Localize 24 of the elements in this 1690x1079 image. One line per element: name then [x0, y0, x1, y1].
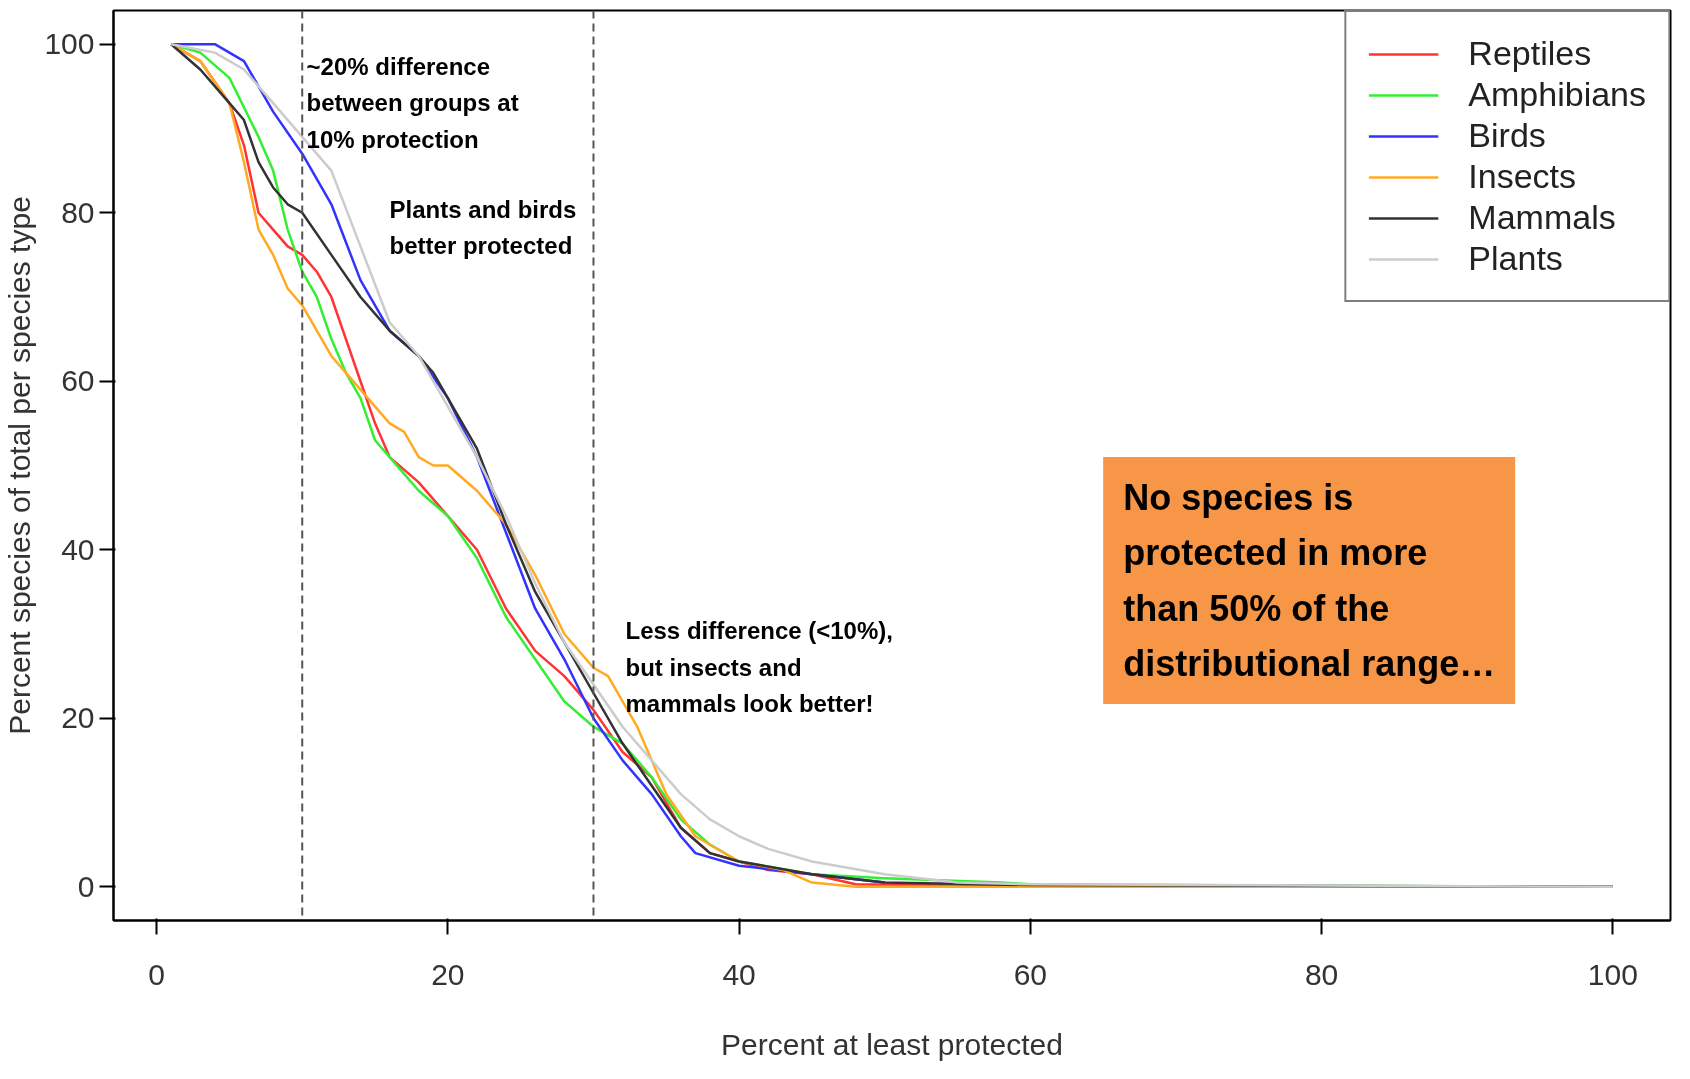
y-tick-label: 40 — [61, 532, 95, 566]
legend-label: Amphibians — [1468, 75, 1646, 114]
annotation: Plants and birds better protected — [389, 195, 577, 260]
y-axis-title: Percent species of total per species type — [3, 196, 37, 735]
y-tick-label: 100 — [44, 27, 95, 61]
legend-label: Mammals — [1468, 198, 1616, 237]
x-axis-title: Percent at least protected — [721, 1027, 1063, 1061]
legend-label: Plants — [1468, 239, 1563, 278]
x-tick-label: 60 — [1013, 957, 1048, 991]
annotation: ~20% difference between groups at 10% protection — [306, 52, 519, 153]
x-tick-label: 0 — [148, 957, 165, 991]
y-tick-label: 80 — [61, 195, 95, 229]
legend-label: Birds — [1468, 116, 1546, 155]
legend-label: Reptiles — [1468, 34, 1592, 73]
x-tick-label: 20 — [431, 957, 465, 991]
y-tick-label: 0 — [77, 869, 95, 903]
y-tick-label: 20 — [61, 701, 95, 735]
x-tick-label: 100 — [1587, 957, 1638, 991]
annotation: Less difference (<10%), but insects and mammals look better! — [625, 617, 893, 718]
y-tick-label: 60 — [61, 364, 95, 398]
x-tick-label: 40 — [722, 957, 756, 991]
x-tick-label: 80 — [1304, 957, 1339, 991]
annotation: No species is protected in more than 50% of the distributional range… — [1123, 477, 1496, 685]
legend-label: Insects — [1468, 157, 1577, 196]
